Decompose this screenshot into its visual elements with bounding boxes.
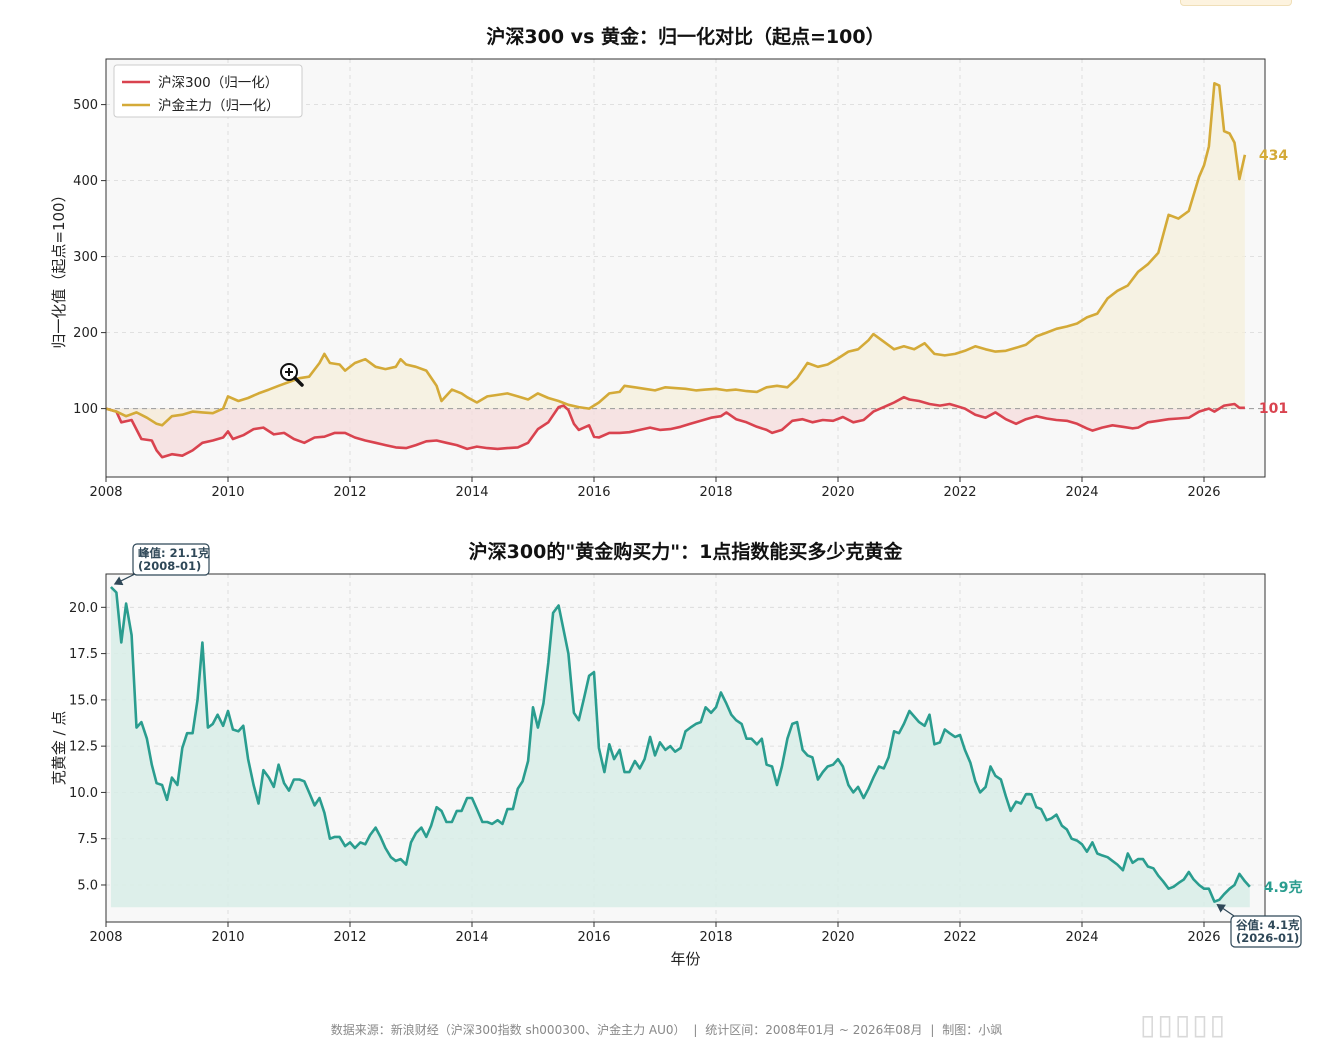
tick-label-x-2010: 2010: [211, 485, 244, 500]
tick-label-y-300: 300: [73, 250, 98, 265]
annotation-trough-date: (2026-01): [1236, 931, 1299, 945]
footer: 数据来源：新浪财经（沪深300指数 sh000300、沪金主力 AU0） | 统…: [0, 1021, 1333, 1038]
tick-label-y-15.0: 15.0: [69, 693, 98, 708]
chart2-ticks: 2008 2010 2012 2014 2016 2018 2020 2022 2024 2026…: [69, 601, 1221, 945]
tick-label-x-2026: 2026: [1187, 930, 1220, 945]
chart2-xlabel: 年份: [670, 950, 700, 968]
series-line-ratio: [109, 586, 1251, 903]
watermark: ▯▯▯▯▯: [1140, 1008, 1228, 1041]
legend-label-hs300: 沪深300（归一化）: [158, 74, 278, 91]
end-label-ratio: 4.9克: [1264, 879, 1303, 896]
tick-label-y-17.5: 17.5: [69, 647, 98, 662]
corner-badge: [1180, 0, 1292, 6]
footer-sep-2: |: [930, 1023, 935, 1037]
tick-label-x-2008: 2008: [89, 930, 122, 945]
tick-label-y-10.0: 10.0: [69, 786, 98, 801]
legend-label-gold: 沪金主力（归一化）: [158, 97, 280, 114]
tick-label-x-2016: 2016: [577, 485, 610, 500]
chart1-ylabel: 归一化值（起点=100）: [50, 187, 68, 348]
chart1-legend: 沪深300（归一化） 沪金主力（归一化）: [113, 64, 303, 118]
annotation-peak-date: (2008-01): [138, 559, 201, 573]
tick-label-y-100: 100: [73, 402, 98, 417]
legend-box: [113, 64, 303, 118]
tick-label-x-2020: 2020: [821, 930, 854, 945]
series-line-0: [105, 395, 1245, 459]
tick-label-y-400: 400: [73, 174, 98, 189]
tick-label-x-2026: 2026: [1187, 485, 1220, 500]
footer-author: 制图：小飒: [942, 1023, 1003, 1037]
tick-label-y-5.0: 5.0: [77, 878, 98, 893]
chart-gold-purchasing-power: 2008 2010 2012 2014 2016 2018 2020 2022 2024 2026…: [50, 540, 1303, 968]
tick-label-x-2018: 2018: [699, 485, 732, 500]
tick-label-x-2008: 2008: [89, 485, 122, 500]
chart2-ylabel: 克黄金 / 点: [50, 711, 68, 786]
tick-label-x-2020: 2020: [821, 485, 854, 500]
annotation-peak-text: 峰值: 21.1克: [138, 546, 210, 560]
series-line-1: [105, 82, 1247, 427]
tick-label-y-12.5: 12.5: [69, 740, 98, 755]
annotation-trough-text: 谷值: 4.1克: [1236, 918, 1300, 932]
chart1-ticks: 2008 2010 2012 2014 2016 2018 2020 2022 2024 2026…: [73, 98, 1220, 500]
tick-label-x-2014: 2014: [455, 485, 488, 500]
tick-label-y-7.5: 7.5: [77, 832, 98, 847]
chart2-frame: [105, 573, 1266, 923]
tick-label-x-2022: 2022: [943, 930, 976, 945]
tick-label-x-2010: 2010: [211, 930, 244, 945]
tick-label-x-2024: 2024: [1065, 930, 1098, 945]
series-fill-ratio: [110, 587, 1250, 908]
tick-label-y-20.0: 20.0: [69, 601, 98, 616]
tick-label-x-2016: 2016: [577, 930, 610, 945]
annotation-peak-arrow: [113, 572, 138, 586]
footer-range: 统计区间：2008年01月 ~ 2026年08月: [705, 1023, 923, 1037]
tick-label-x-2018: 2018: [699, 930, 732, 945]
footer-source: 数据来源：新浪财经（沪深300指数 sh000300、沪金主力 AU0）: [330, 1023, 686, 1037]
series-fill-1: [106, 83, 1245, 426]
annotation-peak: 峰值: 21.1克 (2008-01): [113, 543, 210, 586]
chart2-fills: [110, 587, 1250, 908]
tick-label-x-2012: 2012: [333, 485, 366, 500]
figure: 2008 2010 2012 2014 2016 2018 2020 2022 2024 2026…: [50, 25, 1303, 968]
end-label-gold: 434: [1259, 148, 1288, 164]
footer-sep-1: |: [693, 1023, 698, 1037]
tick-label-x-2024: 2024: [1065, 485, 1098, 500]
tick-label-x-2014: 2014: [455, 930, 488, 945]
chart2-title: 沪深300的"黄金购买力"：1点指数能买多少克黄金: [469, 540, 904, 563]
annotation-trough-box: [1230, 915, 1302, 948]
tick-label-y-200: 200: [73, 326, 98, 341]
end-label-hs300: 101: [1259, 401, 1288, 417]
chart-normalized-comparison: 2008 2010 2012 2014 2016 2018 2020 2022 2024 2026…: [50, 25, 1288, 500]
annotation-peak-box: [132, 543, 210, 576]
tick-label-x-2012: 2012: [333, 930, 366, 945]
chart1-lines: [105, 82, 1247, 459]
zoom-cursor-icon: [280, 363, 304, 387]
chart1-frame: [105, 58, 1266, 478]
tick-label-y-500: 500: [73, 98, 98, 113]
annotation-trough: 谷值: 4.1克 (2026-01): [1216, 903, 1302, 948]
chart2-lines: [109, 586, 1251, 903]
chart1-title: 沪深300 vs 黄金：归一化对比（起点=100）: [486, 25, 884, 48]
tick-label-x-2022: 2022: [943, 485, 976, 500]
